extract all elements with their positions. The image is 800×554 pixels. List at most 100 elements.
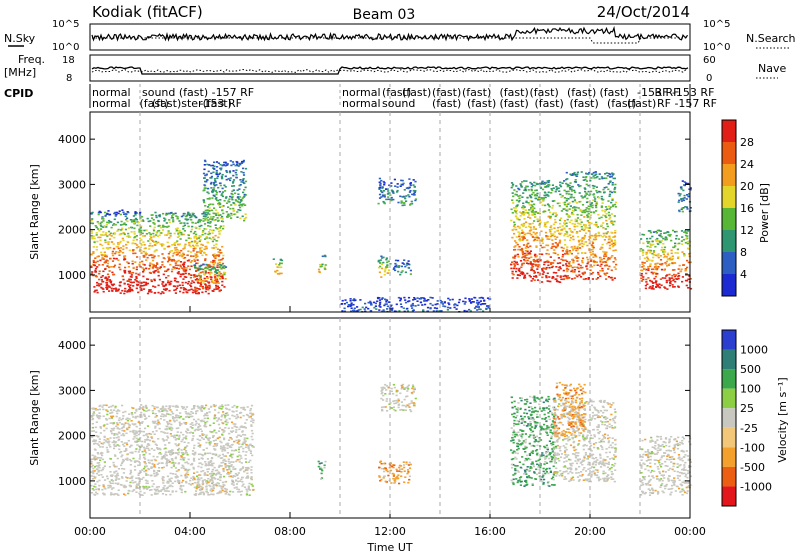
heatmap-cell (453, 306, 456, 309)
heatmap-cell (215, 191, 218, 194)
heatmap-cell (607, 238, 610, 241)
heatmap-cell (465, 310, 469, 313)
heatmap-cell (96, 240, 99, 243)
heatmap-cell (533, 254, 537, 257)
heatmap-cell (223, 161, 226, 164)
heatmap-cell (247, 461, 250, 463)
heatmap-cell (684, 242, 687, 244)
heatmap-cell (659, 278, 662, 280)
heatmap-cell (180, 253, 183, 256)
heatmap-cell (101, 275, 104, 277)
heatmap-cell (103, 254, 106, 256)
heatmap-cell (594, 204, 597, 207)
heatmap-cell (522, 262, 525, 265)
heatmap-cell (378, 266, 381, 269)
heatmap-cell (93, 493, 96, 496)
heatmap-cell (219, 474, 222, 476)
heatmap-cell (411, 302, 414, 305)
heatmap-cell (146, 292, 150, 295)
heatmap-cell (682, 264, 686, 266)
heatmap-cell (153, 255, 156, 257)
heatmap-cell (171, 416, 174, 418)
heatmap-cell (592, 171, 595, 174)
heatmap-cell (144, 251, 147, 254)
heatmap-cell (221, 277, 224, 280)
heatmap-cell (561, 195, 564, 197)
heatmap-cell (654, 254, 657, 257)
heatmap-cell (135, 408, 138, 411)
heatmap-cell (380, 298, 383, 300)
heatmap-cell (549, 230, 552, 233)
heatmap-cell (527, 216, 530, 218)
heatmap-cell (531, 265, 534, 267)
heatmap-cell (143, 284, 146, 287)
heatmap-cell (219, 259, 222, 261)
heatmap-cell (611, 236, 615, 238)
heatmap-cell (613, 257, 617, 259)
heatmap-cell (97, 228, 100, 230)
heatmap-cell (476, 306, 479, 308)
heatmap-cell (552, 276, 555, 279)
heatmap-cell (172, 266, 175, 268)
heatmap-cell (687, 248, 690, 250)
heatmap-cell (546, 185, 549, 187)
heatmap-cell (449, 307, 452, 309)
heatmap-cell (151, 245, 154, 247)
heatmap-cell (135, 437, 138, 440)
heatmap-cell (646, 240, 649, 243)
heatmap-cell (174, 249, 177, 251)
heatmap-cell (210, 431, 213, 433)
heatmap-cell (138, 213, 141, 215)
heatmap-cell (222, 413, 225, 416)
heatmap-cell (241, 179, 245, 181)
heatmap-cell (147, 240, 150, 242)
heatmap-cell (171, 490, 174, 492)
heatmap-cell (518, 218, 521, 221)
heatmap-cell (568, 193, 571, 195)
heatmap-cell (200, 409, 203, 412)
heatmap-cell (182, 263, 186, 265)
heatmap-cell (567, 203, 570, 205)
heatmap-cell (232, 189, 235, 191)
heatmap-cell (525, 257, 528, 259)
heatmap-cell (215, 278, 219, 281)
heatmap-cell (610, 269, 613, 272)
heatmap-cell (235, 460, 238, 463)
heatmap-cell (194, 481, 197, 484)
heatmap-cell (566, 252, 569, 255)
heatmap-cell (137, 472, 140, 475)
heatmap-cell (172, 465, 175, 467)
heatmap-cell (141, 235, 145, 237)
heatmap-cell (603, 239, 606, 241)
heatmap-cell (602, 257, 606, 260)
heatmap-cell (148, 489, 152, 491)
heatmap-cell (143, 244, 146, 246)
heatmap-cell (532, 212, 535, 215)
heatmap-cell (521, 231, 524, 233)
heatmap-cell (114, 445, 118, 447)
heatmap-cell (166, 425, 169, 428)
heatmap-cell (201, 233, 204, 236)
heatmap-cell (197, 292, 200, 295)
heatmap-cell (203, 273, 206, 275)
heatmap-cell (597, 213, 600, 216)
heatmap-cell (152, 222, 155, 224)
heatmap-cell (377, 202, 380, 205)
heatmap-cell (608, 214, 611, 217)
heatmap-cell (216, 248, 219, 250)
heatmap-cell (140, 244, 143, 246)
cpid-entry: (fast) (500, 86, 529, 99)
heatmap-cell (679, 193, 682, 195)
heatmap-cell (176, 260, 179, 263)
heatmap-cell (521, 247, 524, 250)
heatmap-cell (243, 219, 246, 222)
heatmap-cell (601, 235, 604, 238)
heatmap-cell (607, 200, 610, 202)
heatmap-cell (218, 406, 221, 409)
heatmap-cell (594, 260, 597, 263)
heatmap-cell (602, 250, 605, 253)
heatmap-cell (217, 162, 220, 164)
heatmap-cell (194, 240, 197, 243)
heatmap-cell (548, 205, 551, 208)
